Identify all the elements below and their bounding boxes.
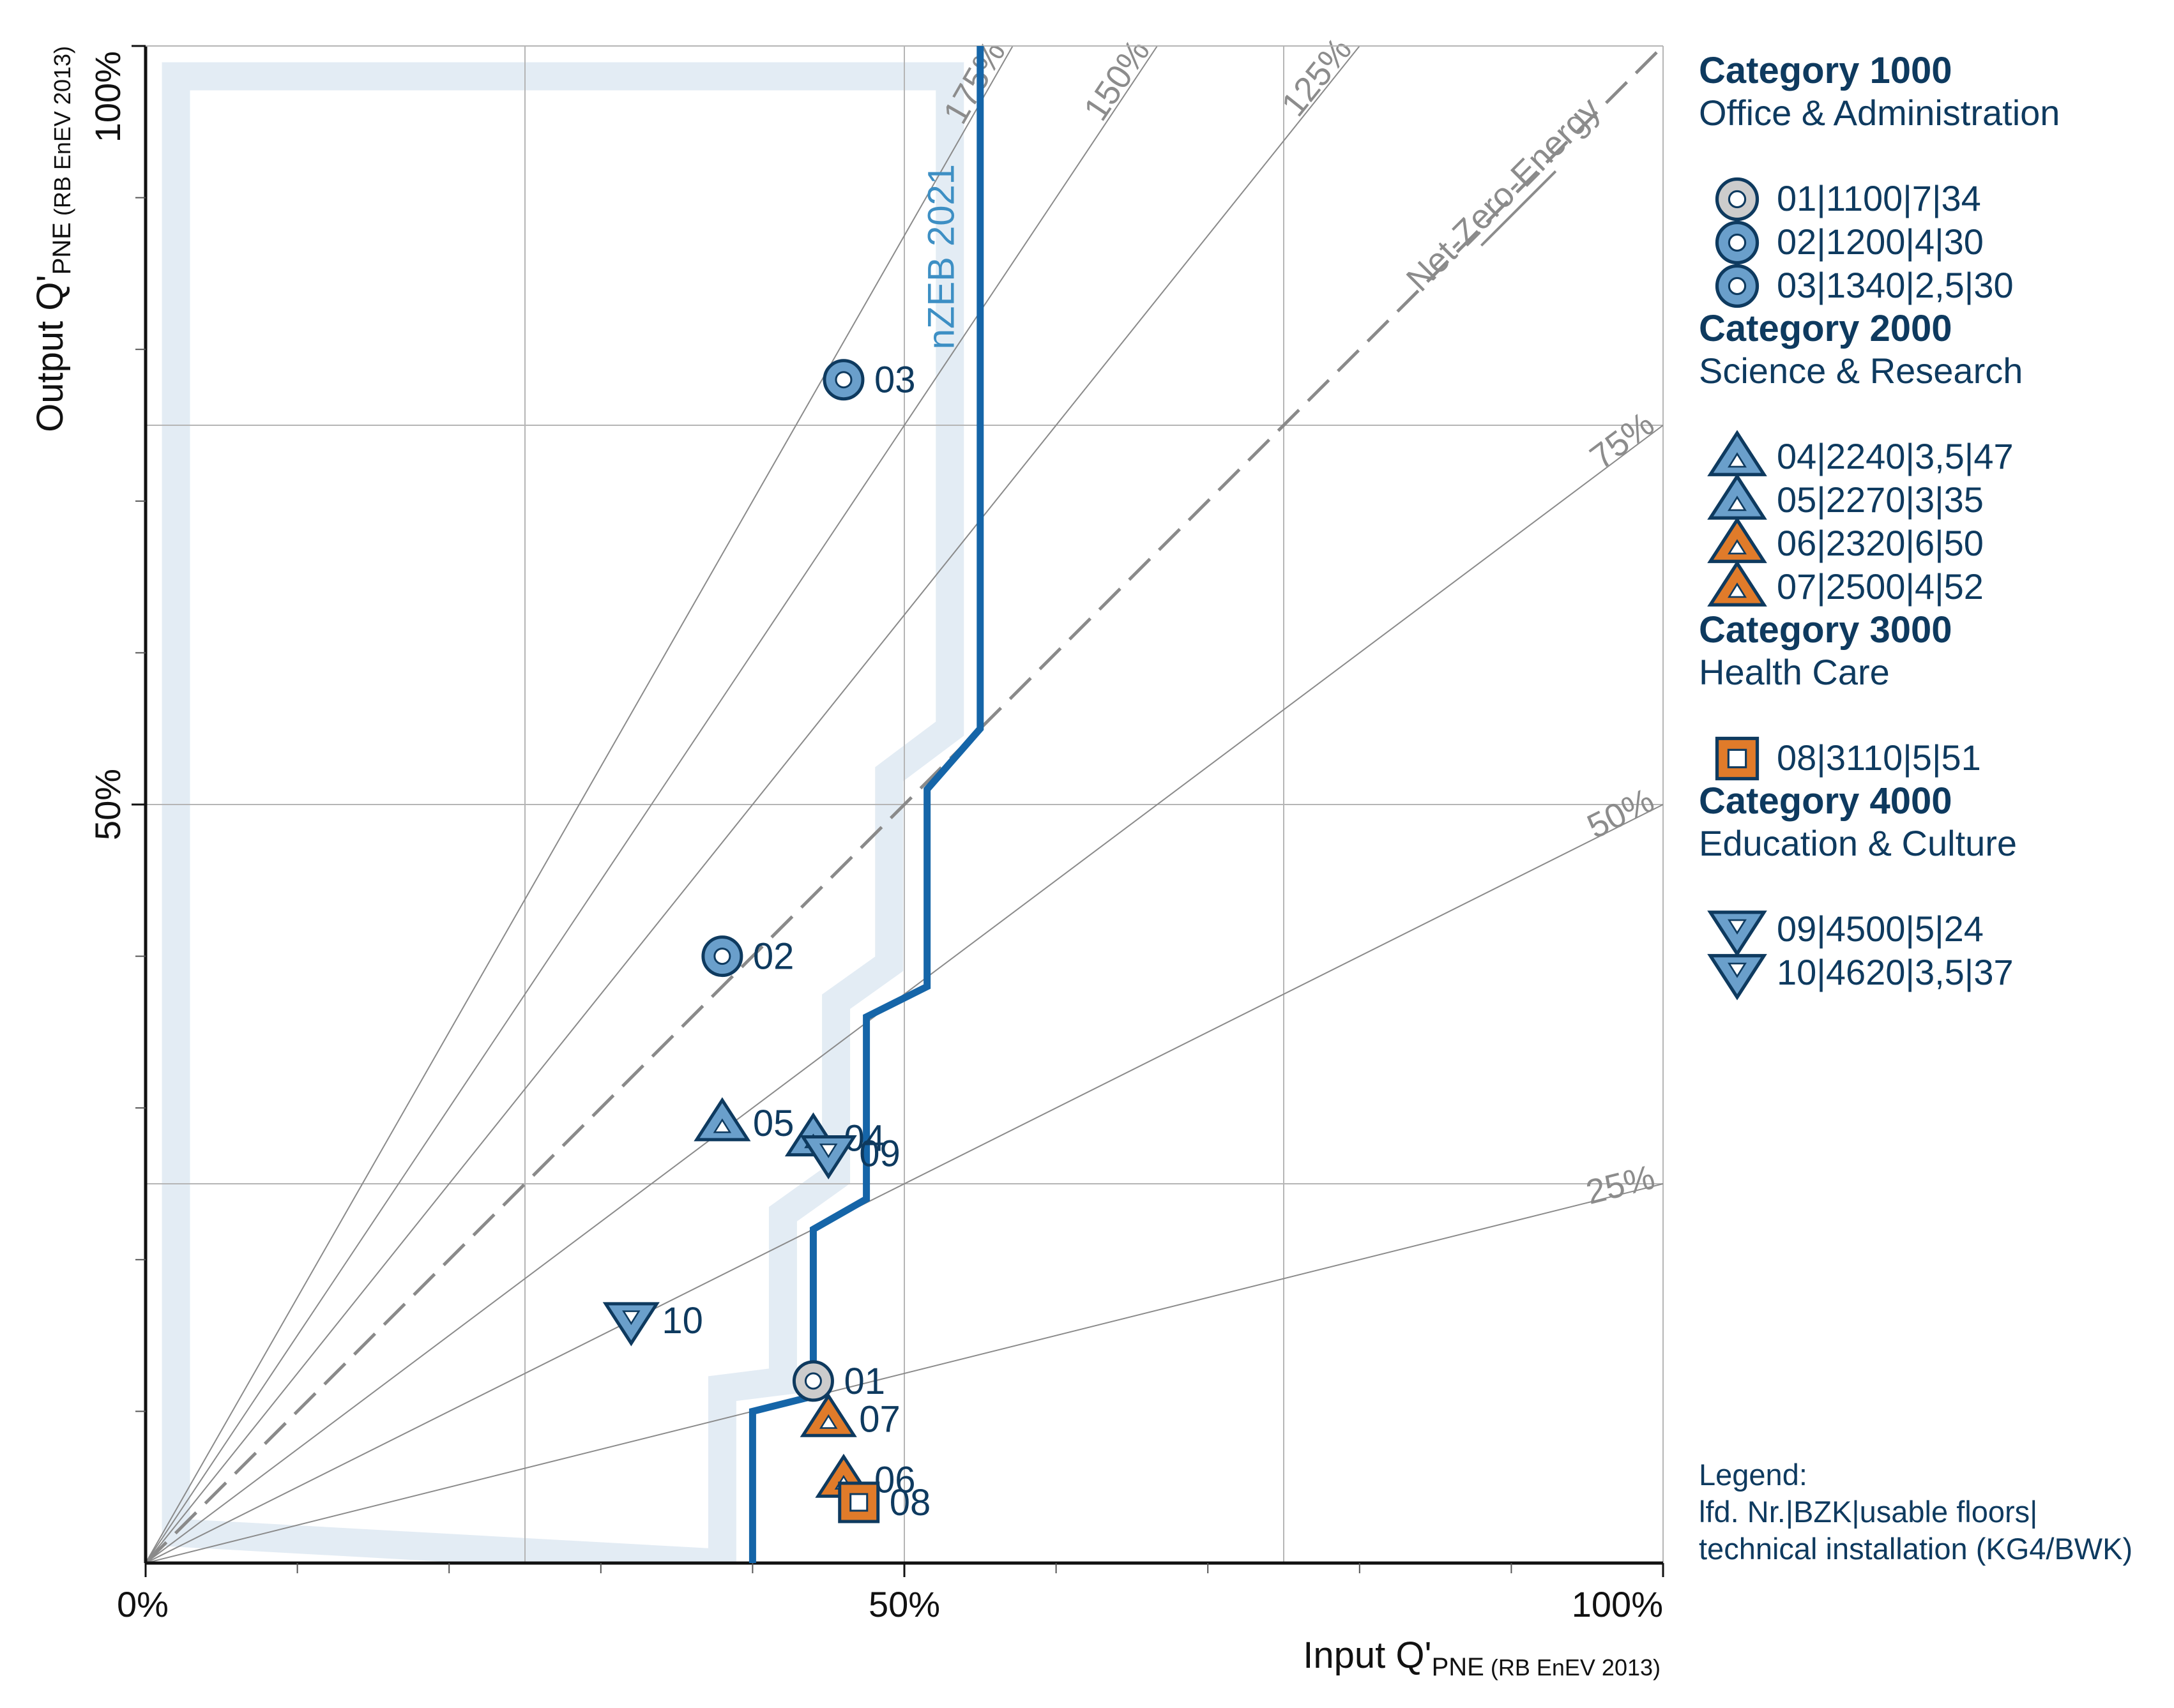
x-tick-label: 0% <box>117 1584 169 1624</box>
marker-center <box>819 1414 838 1429</box>
marker-center <box>1728 495 1747 511</box>
y-tick-label: 100% <box>87 51 128 142</box>
legend-category-subtitle: Science & Research <box>1699 351 2023 391</box>
data-point <box>602 1302 660 1347</box>
marker-center <box>1728 582 1747 598</box>
legend-category-subtitle: Health Care <box>1699 652 1890 692</box>
marker-center <box>849 1493 869 1512</box>
data-point-label: 06 <box>874 1459 916 1500</box>
data-point-label: 08 <box>890 1482 931 1523</box>
x-tick-label: 50% <box>869 1584 940 1624</box>
legend-note-line: technical installation (KG4/BWK) <box>1699 1532 2132 1566</box>
marker-center <box>804 1372 822 1390</box>
marker-center <box>1728 233 1747 252</box>
nzeb-band <box>162 62 964 1563</box>
nzeb-line-layer: nZEB 2021 <box>749 46 984 1563</box>
legend-item-label: 02|1200|4|30 <box>1777 222 1984 262</box>
ratio-lines-layer <box>146 46 1663 1563</box>
legend-item-label: 03|1340|2,5|30 <box>1777 265 2014 305</box>
legend-note-line: lfd. Nr.|BZK|usable floors| <box>1699 1495 2037 1529</box>
legend-item-label: 08|3110|5|51 <box>1777 737 1981 778</box>
nzeb-label: nZEB 2021 <box>920 164 962 349</box>
legend-item-label: 10|4620|3,5|37 <box>1777 952 2014 992</box>
legend-item-label: 07|2500|4|52 <box>1777 566 1984 607</box>
ratio-line <box>146 46 1158 1563</box>
marker-center <box>819 1143 838 1158</box>
marker-center <box>1728 962 1747 978</box>
legend-marker <box>1715 736 1760 781</box>
marker-center <box>1728 919 1747 935</box>
data-point-label: 07 <box>859 1398 901 1440</box>
data-point-label: 03 <box>874 359 916 401</box>
legend-marker <box>1707 911 1767 957</box>
nzeb-band-layer <box>162 62 964 1563</box>
marker-center <box>1728 539 1747 555</box>
legend-item-label: 04|2240|3,5|47 <box>1777 436 2014 476</box>
net-zero-underline <box>1480 170 1557 247</box>
x-axis-title: Input Q'PNE (RB EnEV 2013) <box>1303 1635 1661 1681</box>
marker-center <box>1728 190 1747 209</box>
legend-marker <box>1715 264 1760 308</box>
data-point <box>823 359 865 401</box>
marker-center <box>835 371 853 389</box>
legend-category-title: Category 2000 <box>1699 308 1952 349</box>
data-point <box>694 1097 751 1142</box>
legend-category-title: Category 1000 <box>1699 50 1952 91</box>
legend-category-title: Category 3000 <box>1699 609 1952 651</box>
legend-item-label: 05|2270|3|35 <box>1777 480 1984 520</box>
legend-marker <box>1715 220 1760 265</box>
ratio-line <box>146 804 1663 1563</box>
net-zero-line <box>146 46 1663 1563</box>
axes-layer: 0% 50% 100% 50% 100% Input Q'PNE (RB EnEV 2013… <box>29 45 1664 1681</box>
marker-center <box>713 948 731 965</box>
legend-item-label: 01|1100|7|34 <box>1777 178 1981 218</box>
ratio-line <box>146 46 1014 1563</box>
data-point-label: 01 <box>844 1361 885 1402</box>
marker-center <box>1728 452 1747 468</box>
legend-category-subtitle: Education & Culture <box>1699 823 2017 863</box>
data-point <box>792 1360 834 1402</box>
data-point <box>701 935 743 978</box>
legend-note-line: Legend: <box>1699 1458 1807 1492</box>
marker-center <box>1727 748 1747 769</box>
marker-center <box>622 1310 641 1326</box>
data-point-label: 09 <box>859 1133 901 1174</box>
legend-item-label: 09|4500|5|24 <box>1777 909 1984 949</box>
data-point <box>800 1393 857 1437</box>
data-point-label: 05 <box>753 1103 794 1144</box>
data-point <box>800 1135 857 1180</box>
y-axis-title: Output Q'PNE(RB EnEV 2013) <box>29 46 76 432</box>
data-point <box>838 1481 880 1523</box>
legend-category-subtitle: Office & Administration <box>1699 93 2060 133</box>
data-point-label: 10 <box>662 1300 703 1341</box>
legend-marker <box>1707 954 1767 1001</box>
legend-marker <box>1707 560 1767 607</box>
ratio-line <box>146 46 1360 1563</box>
y-tick-label: 50% <box>87 769 128 840</box>
x-tick-label: 100% <box>1572 1584 1663 1624</box>
legend-item-label: 06|2320|6|50 <box>1777 523 1984 563</box>
nzeb-line <box>749 46 984 1563</box>
marker-center <box>1728 276 1747 296</box>
marker-center <box>713 1118 732 1133</box>
legend-marker <box>1715 177 1760 222</box>
legend-category-title: Category 4000 <box>1699 780 1952 822</box>
ratio-line <box>146 1183 1663 1563</box>
data-point-label: 02 <box>753 936 794 978</box>
